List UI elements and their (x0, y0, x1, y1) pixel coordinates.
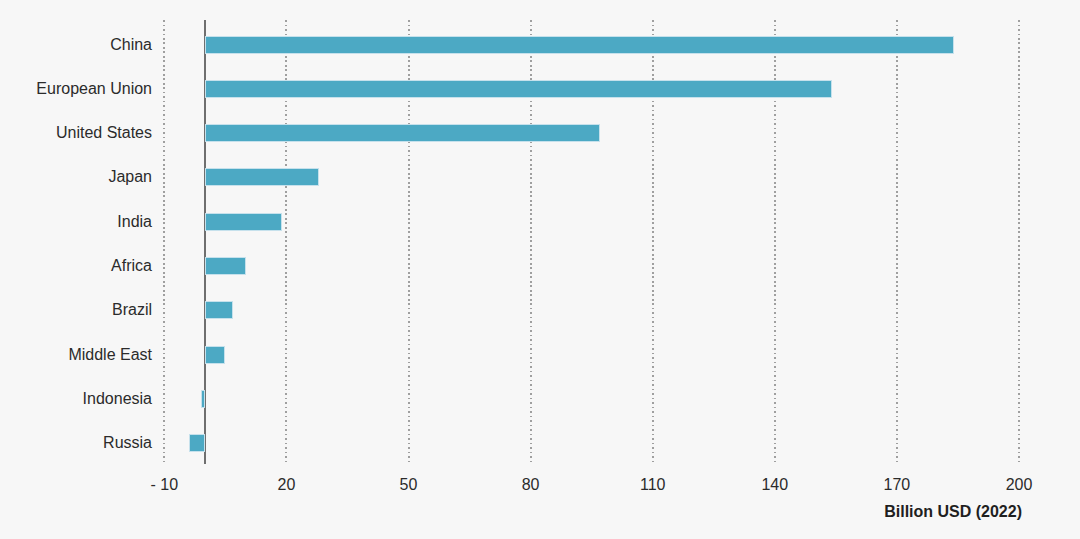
x-tick-label: 50 (369, 476, 449, 494)
bar-russia (189, 434, 205, 452)
x-tick-label: 110 (613, 476, 693, 494)
gridline--10 (163, 20, 165, 464)
category-label-russia: Russia (0, 434, 152, 452)
category-label-africa: Africa (0, 257, 152, 275)
x-axis-label: Billion USD (2022) (884, 503, 1022, 521)
bar-africa (205, 257, 246, 275)
x-tick-label: 80 (491, 476, 571, 494)
category-label-japan: Japan (0, 168, 152, 186)
category-label-middle-east: Middle East (0, 346, 152, 364)
x-tick-label: - 10 (124, 476, 204, 494)
plot-area: - 10 20 50 80 110 140 170 200 China European Unio… (0, 0, 1080, 539)
bar-brazil (205, 301, 233, 319)
bar-japan (205, 168, 319, 186)
category-label-india: India (0, 213, 152, 231)
x-tick-label: 170 (857, 476, 937, 494)
category-label-brazil: Brazil (0, 301, 152, 319)
category-label-china: China (0, 36, 152, 54)
bar-united-states (205, 124, 600, 142)
x-tick-label: 200 (979, 476, 1059, 494)
bar-india (205, 213, 282, 231)
category-label-indonesia: Indonesia (0, 390, 152, 408)
category-label-united-states: United States (0, 124, 152, 142)
bar-indonesia (201, 390, 205, 408)
x-tick-label: 20 (246, 476, 326, 494)
gridline-170 (896, 20, 898, 464)
x-tick-label: 140 (735, 476, 815, 494)
bar-middle-east (205, 346, 225, 364)
bar-china (205, 36, 954, 54)
category-label-european-union: European Union (0, 80, 152, 98)
bar-chart: - 10 20 50 80 110 140 170 200 China European Unio… (0, 0, 1080, 539)
bar-european-union (205, 80, 832, 98)
gridline-200 (1018, 20, 1020, 464)
